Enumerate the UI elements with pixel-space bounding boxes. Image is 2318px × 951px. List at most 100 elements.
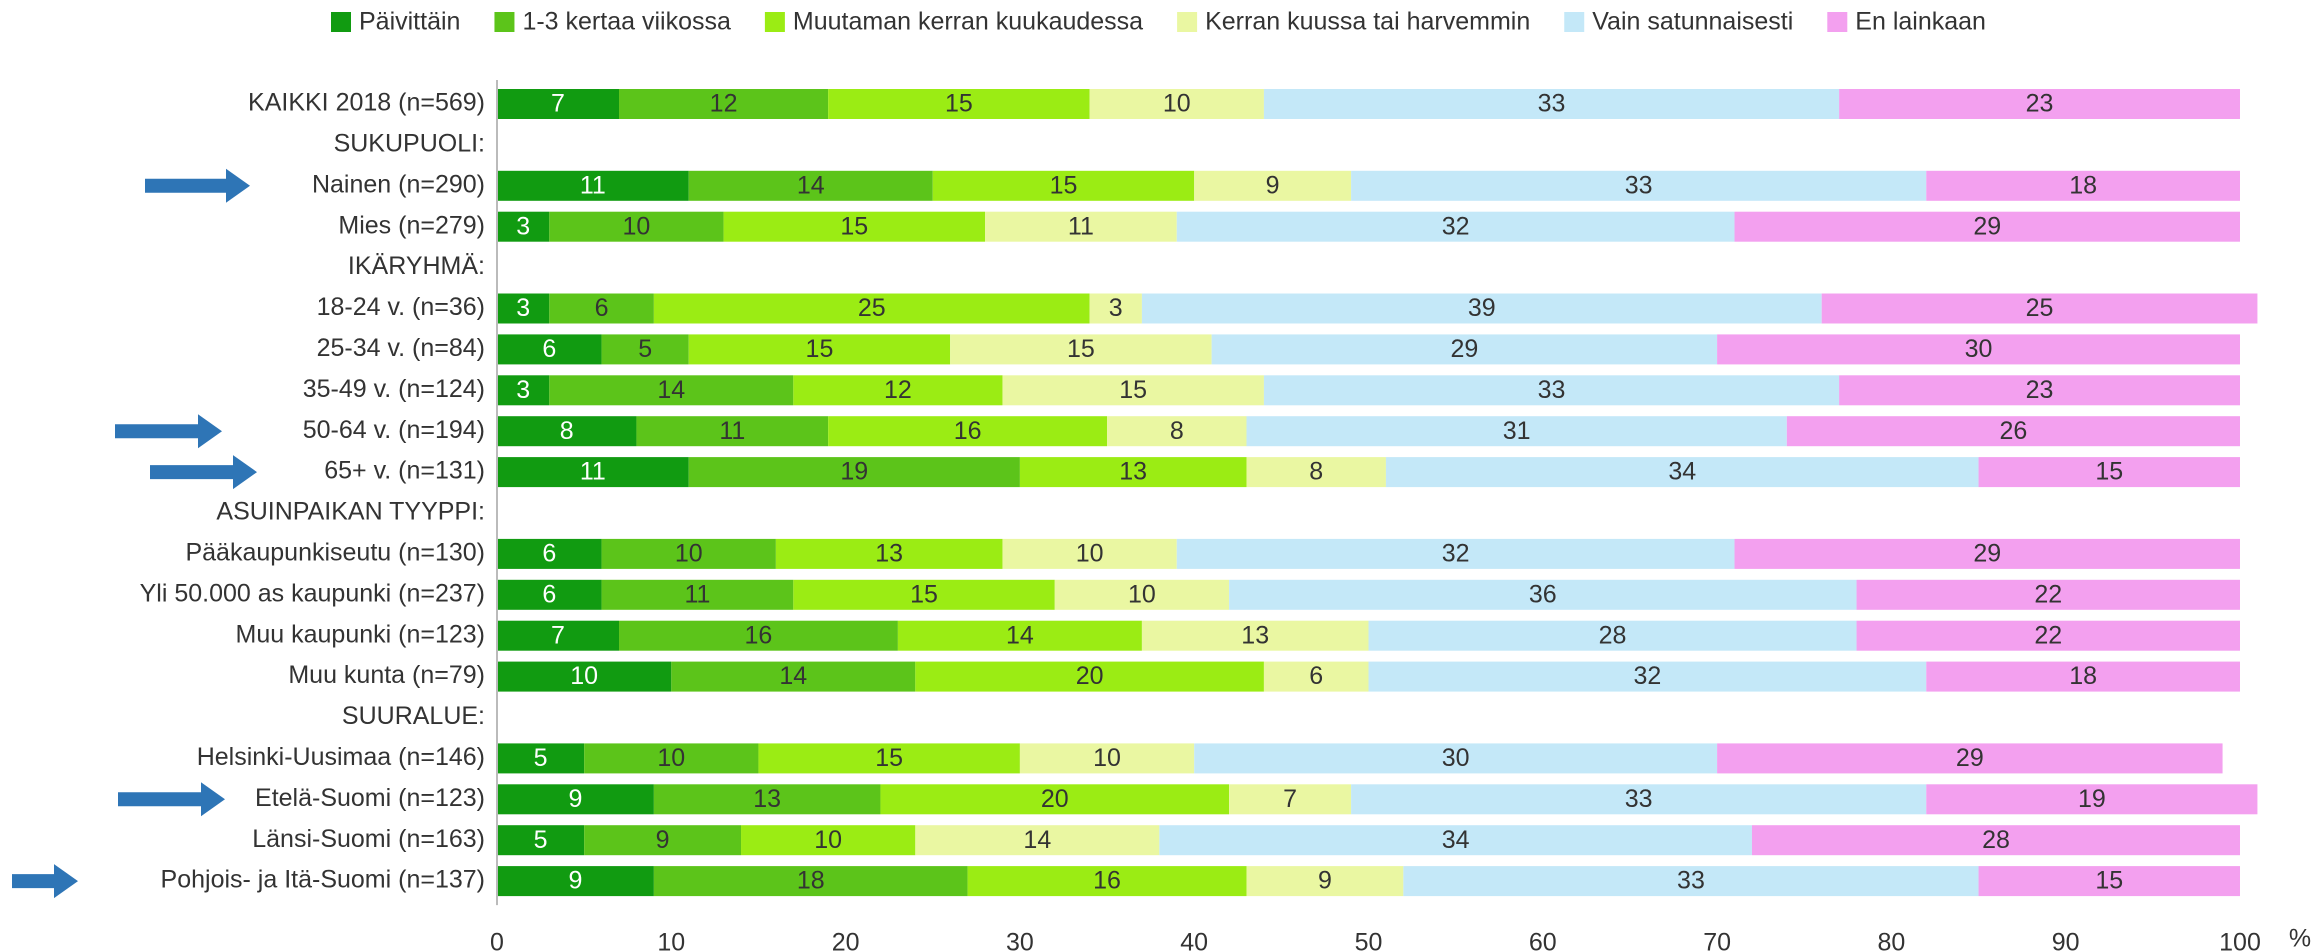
value-label: 14 [797, 171, 825, 199]
bar-segment [1385, 457, 1979, 488]
bar-segment [1734, 538, 2240, 569]
bar-segment [1141, 620, 1369, 651]
value-label: 23 [2026, 90, 2054, 118]
bar-segment [1263, 89, 1840, 119]
bar-segment [897, 620, 1142, 651]
value-label: 14 [1023, 826, 1051, 854]
x-tick-label: 90 [2052, 929, 2080, 951]
bar-segment [497, 579, 602, 610]
value-label: 11 [580, 171, 606, 199]
bar-segment [636, 416, 829, 447]
bar-segment [1229, 784, 1352, 815]
bar-segment [1246, 866, 1404, 897]
value-label: 3 [516, 294, 530, 322]
y-tick-label: Etelä-Suomi (n=123) [255, 784, 485, 812]
bar-segment [584, 743, 759, 774]
value-label: 39 [1468, 294, 1496, 322]
value-label: 13 [753, 785, 781, 813]
bar-segment [915, 825, 1160, 856]
legend-label: Päivittäin [359, 8, 460, 36]
value-label: 36 [1529, 580, 1557, 608]
value-label: 19 [840, 458, 868, 486]
y-tick-label: Pääkaupunkiseutu (n=130) [185, 539, 485, 567]
bar-segment [688, 170, 933, 201]
value-label: 19 [2078, 785, 2106, 813]
legend-label: Muutaman kerran kuukaudessa [793, 8, 1143, 36]
bar-segment [793, 375, 1003, 406]
bar-segment [653, 293, 1090, 324]
legend-label: Kerran kuussa tai harvemmin [1205, 8, 1530, 36]
value-label: 14 [1006, 621, 1034, 649]
bar-segment [497, 334, 602, 365]
bar-segment [1926, 661, 2240, 692]
value-label: 30 [1442, 744, 1470, 772]
y-tick-label: 50-64 v. (n=194) [303, 416, 485, 444]
bar-segment [653, 866, 968, 897]
arrow [115, 414, 222, 449]
bar-segment [497, 416, 637, 447]
bar-segment [549, 375, 794, 406]
value-label: 15 [910, 580, 938, 608]
y-tick-label: Mies (n=279) [338, 211, 485, 239]
x-tick-label: 0 [490, 929, 504, 951]
bar-segment [601, 334, 689, 365]
y-tick-label: 35-49 v. (n=124) [303, 375, 485, 403]
bar-segment [880, 784, 1230, 815]
bar-segment [1751, 825, 2240, 856]
value-label: 15 [945, 90, 973, 118]
bar-segment [1229, 579, 1857, 610]
y-tick-label: KAIKKI 2018 (n=569) [248, 89, 485, 117]
bar-segment [1978, 457, 2240, 488]
bar-segment [1856, 620, 2240, 651]
arrow [145, 168, 250, 203]
legend-label: 1-3 kertaa viikossa [522, 8, 731, 36]
bar-segment [1002, 375, 1264, 406]
y-tick-label: Länsi-Suomi (n=163) [252, 825, 485, 853]
value-label: 11 [1068, 212, 1094, 240]
x-tick-label: 100 [2219, 929, 2261, 951]
bar-segment [1263, 375, 1840, 406]
y-tick-label: Yli 50.000 as kaupunki (n=237) [140, 579, 485, 607]
value-label: 34 [1442, 826, 1470, 854]
bar-segment [549, 293, 654, 324]
bar-segment [758, 743, 1020, 774]
x-tick-label: 10 [657, 929, 685, 951]
value-label: 32 [1633, 662, 1661, 690]
value-label: 33 [1625, 171, 1653, 199]
bar-segment [1107, 416, 1247, 447]
value-label: 16 [1093, 867, 1121, 895]
value-label: 15 [1067, 335, 1095, 363]
value-label: 15 [840, 212, 868, 240]
bar-segment [601, 538, 776, 569]
bar-segment [793, 579, 1055, 610]
bar-segment [1159, 825, 1752, 856]
y-tick-label: 25-34 v. (n=84) [317, 334, 485, 362]
bar-segment [601, 579, 794, 610]
y-tick-label: SUKUPUOLI: [334, 130, 485, 158]
bar-segment [671, 661, 916, 692]
value-label: 20 [1076, 662, 1104, 690]
value-label: 8 [560, 417, 574, 445]
arrow [118, 782, 225, 817]
value-label: 3 [516, 212, 530, 240]
value-label: 11 [719, 417, 745, 445]
value-label: 9 [656, 826, 670, 854]
value-label: 33 [1538, 376, 1566, 404]
bar-segment [1194, 743, 1718, 774]
bar-segment [1194, 170, 1352, 201]
value-label: 9 [568, 867, 582, 895]
value-label: 7 [551, 90, 565, 118]
value-label: 32 [1442, 540, 1470, 568]
value-label: 22 [2034, 621, 2062, 649]
bar-segment [1089, 89, 1264, 119]
bar-segment [1926, 170, 2240, 201]
legend-swatch [331, 12, 351, 32]
value-label: 18 [2069, 171, 2097, 199]
legend-label: En lainkaan [1855, 8, 1986, 36]
value-label: 7 [551, 621, 565, 649]
bar-segment [688, 457, 1020, 488]
y-tick-label: IKÄRYHMÄ: [348, 252, 485, 280]
value-label: 20 [1041, 785, 1069, 813]
bar-segment [1246, 457, 1386, 488]
bar-segment [549, 211, 724, 242]
